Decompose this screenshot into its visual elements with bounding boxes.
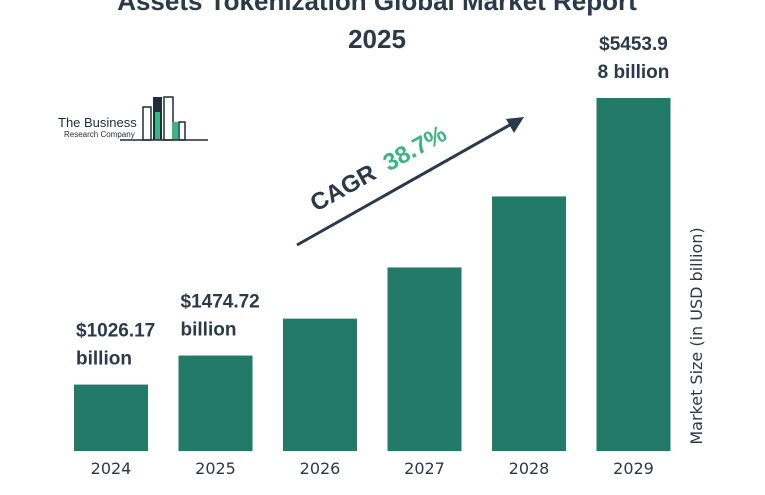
- x-tick-label: 2025: [195, 459, 236, 478]
- data-label: $5453.9: [599, 34, 668, 55]
- x-tick-label: 2026: [300, 459, 341, 478]
- data-label: billion: [181, 320, 237, 341]
- logo-building-icon: [120, 96, 208, 141]
- cagr-arrow: [296, 120, 516, 247]
- cagr-value: 38.7%: [379, 120, 452, 177]
- bar-2028: [492, 196, 566, 451]
- data-labels-group: $1026.17 billion $1474.72 billion $5453.9 8 b…: [76, 34, 669, 370]
- data-label: $1474.72: [181, 292, 260, 313]
- bar-2027: [387, 267, 462, 451]
- data-label: $1026.17: [76, 321, 155, 342]
- bars-group: [74, 98, 671, 451]
- cagr-annotation: CAGR 38.7%: [296, 117, 524, 247]
- logo-line1: The Business: [58, 115, 137, 130]
- bar-2024: [74, 384, 148, 451]
- bar-2029: [596, 98, 671, 451]
- data-label: billion: [76, 349, 132, 370]
- x-tick-label: 2024: [91, 459, 132, 478]
- company-logo: The Business Research Company: [58, 96, 208, 141]
- x-tick-label: 2028: [509, 459, 550, 478]
- x-ticks-group: 2024 2025 2026 2027 2028 2029: [91, 459, 654, 478]
- cagr-arrowhead-icon: [506, 117, 524, 133]
- bar-2026: [283, 318, 357, 451]
- y-axis-label: Market Size (in USD billion): [687, 227, 706, 444]
- logo-line2: Research Company: [64, 130, 135, 139]
- chart-title-line1: Assets Tokenization Global Market Report: [117, 0, 637, 16]
- data-label: 8 billion: [598, 62, 670, 83]
- x-tick-label: 2027: [404, 459, 445, 478]
- bar-2025: [178, 355, 253, 451]
- x-tick-label: 2029: [613, 459, 654, 478]
- chart-title-line2: 2025: [348, 24, 406, 54]
- cagr-label: CAGR: [306, 159, 381, 217]
